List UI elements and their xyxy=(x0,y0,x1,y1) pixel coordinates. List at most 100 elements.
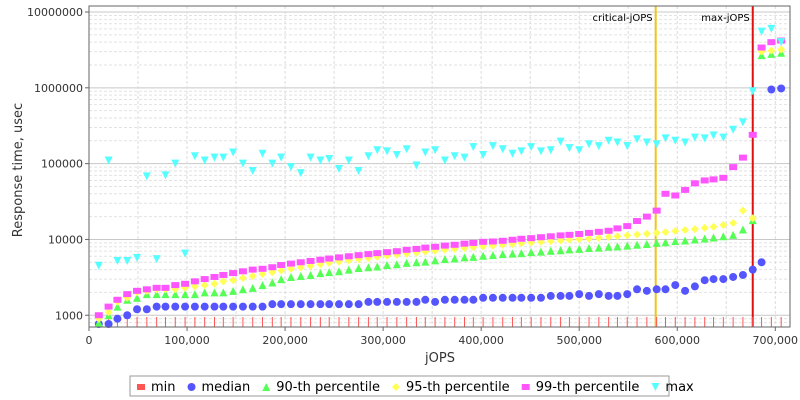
data-point xyxy=(450,295,459,304)
data-point xyxy=(219,302,228,311)
data-point xyxy=(469,295,478,304)
data-point xyxy=(460,253,469,262)
legend-label: max xyxy=(665,380,694,395)
data-point xyxy=(248,271,257,280)
data-point xyxy=(238,159,247,168)
legend-label: min xyxy=(151,380,176,395)
data-point xyxy=(440,156,449,165)
data-point xyxy=(258,149,267,158)
data-point xyxy=(229,302,238,311)
data-point xyxy=(719,133,728,142)
data-point xyxy=(623,223,632,230)
data-point xyxy=(364,251,373,258)
data-point xyxy=(585,291,594,300)
data-point xyxy=(335,300,344,309)
data-point xyxy=(565,245,574,254)
data-point xyxy=(142,286,151,293)
legend-marker xyxy=(391,383,400,391)
data-point xyxy=(248,166,257,175)
legend-item: min xyxy=(137,380,176,395)
data-point xyxy=(200,156,209,165)
data-point xyxy=(412,297,421,306)
data-point xyxy=(354,264,363,273)
data-point xyxy=(392,248,401,255)
data-point xyxy=(479,150,488,159)
data-point xyxy=(498,293,507,302)
data-point xyxy=(152,290,161,299)
data-point xyxy=(306,270,315,279)
data-point xyxy=(700,234,709,243)
data-point xyxy=(556,291,565,300)
data-point xyxy=(171,290,180,299)
data-point xyxy=(517,293,526,302)
data-point xyxy=(488,251,497,260)
legend-label: 90-th percentile xyxy=(276,380,380,395)
data-point xyxy=(748,131,757,138)
data-point xyxy=(286,163,295,172)
data-point xyxy=(633,230,642,239)
data-point xyxy=(104,303,113,310)
data-point xyxy=(325,300,334,309)
data-point xyxy=(364,297,373,306)
data-point xyxy=(575,146,584,155)
data-point xyxy=(556,246,565,255)
data-point xyxy=(431,256,440,265)
data-point xyxy=(238,302,247,311)
data-point xyxy=(479,251,488,260)
data-point xyxy=(412,161,421,170)
data-point xyxy=(642,138,651,147)
data-point xyxy=(402,145,411,154)
data-point xyxy=(738,206,747,215)
legend: min median 90-th percentile 95-th percentil… xyxy=(129,375,694,397)
data-point xyxy=(594,142,603,151)
data-point xyxy=(316,300,325,309)
data-point xyxy=(777,45,786,54)
data-point xyxy=(392,150,401,159)
data-point xyxy=(431,297,440,306)
data-point xyxy=(316,256,325,263)
data-point xyxy=(517,235,526,242)
data-point xyxy=(286,272,295,281)
data-point xyxy=(306,257,315,264)
data-point xyxy=(219,277,228,286)
data-point xyxy=(700,223,709,232)
y-tick-label: 10000000 xyxy=(27,6,83,19)
data-point xyxy=(133,293,142,302)
data-point xyxy=(565,291,574,300)
data-point xyxy=(594,228,603,235)
data-point xyxy=(190,278,199,285)
data-point xyxy=(364,263,373,272)
data-point xyxy=(316,269,325,278)
data-point xyxy=(700,177,709,184)
data-point xyxy=(344,156,353,165)
data-point xyxy=(469,239,478,246)
data-point xyxy=(536,293,545,302)
data-point xyxy=(104,308,113,317)
data-point xyxy=(671,281,680,290)
data-point xyxy=(604,242,613,251)
data-point xyxy=(652,285,661,294)
data-point xyxy=(527,143,536,152)
x-tick-label: 200,000 xyxy=(262,334,308,347)
data-point xyxy=(354,300,363,309)
data-point xyxy=(585,140,594,149)
data-point xyxy=(613,291,622,300)
data-point xyxy=(450,152,459,161)
data-point xyxy=(383,297,392,306)
data-point xyxy=(113,256,122,265)
data-point xyxy=(421,244,430,251)
legend-label: 95-th percentile xyxy=(406,380,510,395)
data-point xyxy=(536,234,545,241)
data-point xyxy=(200,281,209,290)
data-point xyxy=(335,254,344,261)
data-point xyxy=(488,293,497,302)
data-point xyxy=(421,257,430,266)
plot-frame xyxy=(88,5,791,328)
data-point xyxy=(690,133,699,142)
x-axis-label: jOPS xyxy=(424,351,455,366)
data-point xyxy=(277,275,286,284)
data-point xyxy=(402,297,411,306)
data-point xyxy=(652,207,661,214)
data-point xyxy=(613,225,622,232)
data-point xyxy=(440,255,449,264)
